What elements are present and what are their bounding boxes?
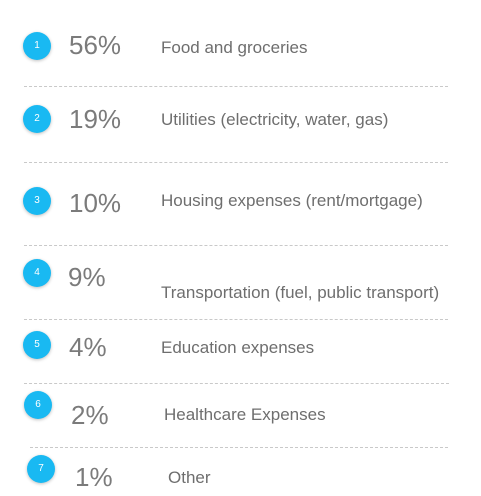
dashed-divider xyxy=(24,162,448,163)
list-item: 4 9% Transportation (fuel, public transp… xyxy=(0,256,481,302)
item-label: Other xyxy=(168,468,211,487)
number-badge: 1 xyxy=(23,32,51,60)
list-item: 6 2% Healthcare Expenses xyxy=(0,390,481,430)
percent-value: 4% xyxy=(69,332,107,362)
item-label: Food and groceries xyxy=(161,38,308,57)
number-badge: 6 xyxy=(24,391,52,419)
dashed-divider xyxy=(30,447,448,448)
percent-value: 1% xyxy=(75,462,113,492)
item-label: Healthcare Expenses xyxy=(164,405,326,424)
dashed-divider xyxy=(24,383,449,384)
number-badge: 2 xyxy=(23,105,51,133)
number-badge: 7 xyxy=(27,455,55,483)
percent-value: 19% xyxy=(69,104,122,134)
list-item: 3 10% Housing expenses (rent/mortgage) xyxy=(0,182,481,222)
item-label: Utilities (electricity, water, gas) xyxy=(161,110,389,129)
percent-value: 56% xyxy=(69,30,122,60)
list-item: 1 56% Food and groceries xyxy=(0,28,481,68)
list-item: 2 19% Utilities (electricity, water, gas… xyxy=(0,100,481,140)
number-badge: 4 xyxy=(23,259,51,287)
dashed-divider xyxy=(24,245,448,246)
percent-value: 9% xyxy=(68,262,106,292)
item-label: Transportation (fuel, public transport) xyxy=(161,283,440,302)
number-badge: 5 xyxy=(23,331,51,359)
list-item: 7 1% Other xyxy=(0,454,481,494)
percent-value: 10% xyxy=(69,188,122,218)
item-label: Education expenses xyxy=(161,338,315,357)
item-label: Housing expenses (rent/mortgage) xyxy=(161,191,423,210)
list-item: 5 4% Education expenses xyxy=(0,326,481,366)
percent-value: 2% xyxy=(71,400,109,430)
number-badge: 3 xyxy=(23,187,51,215)
dashed-divider xyxy=(24,86,448,87)
dashed-divider xyxy=(24,319,448,320)
